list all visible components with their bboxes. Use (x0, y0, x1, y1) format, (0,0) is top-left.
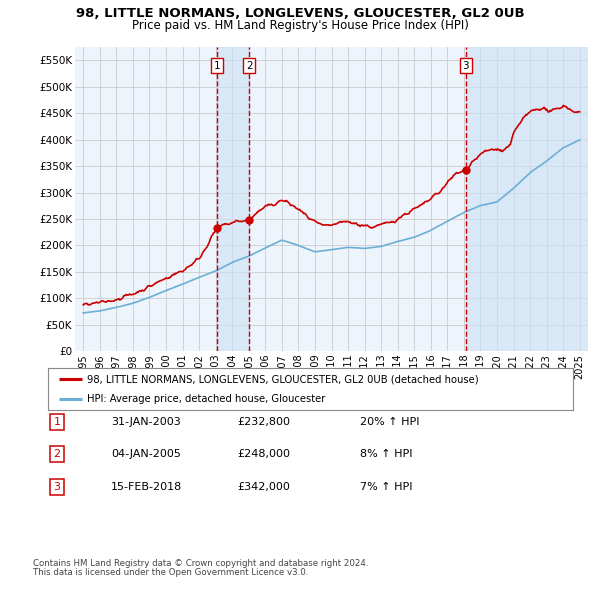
Text: Price paid vs. HM Land Registry's House Price Index (HPI): Price paid vs. HM Land Registry's House … (131, 19, 469, 32)
Text: £248,000: £248,000 (237, 450, 290, 459)
Text: 8% ↑ HPI: 8% ↑ HPI (360, 450, 413, 459)
Text: 1: 1 (214, 61, 220, 71)
Text: 31-JAN-2003: 31-JAN-2003 (111, 417, 181, 427)
Text: 20% ↑ HPI: 20% ↑ HPI (360, 417, 419, 427)
Text: 3: 3 (53, 482, 61, 491)
Text: 2: 2 (53, 450, 61, 459)
Text: 98, LITTLE NORMANS, LONGLEVENS, GLOUCESTER, GL2 0UB: 98, LITTLE NORMANS, LONGLEVENS, GLOUCEST… (76, 7, 524, 20)
Text: 98, LITTLE NORMANS, LONGLEVENS, GLOUCESTER, GL2 0UB (detached house): 98, LITTLE NORMANS, LONGLEVENS, GLOUCEST… (88, 375, 479, 385)
Bar (466, 47, 588, 351)
Text: 7% ↑ HPI: 7% ↑ HPI (360, 482, 413, 491)
Text: This data is licensed under the Open Government Licence v3.0.: This data is licensed under the Open Gov… (33, 568, 308, 577)
Text: 1: 1 (53, 417, 61, 427)
Text: £342,000: £342,000 (237, 482, 290, 491)
Text: 15-FEB-2018: 15-FEB-2018 (111, 482, 182, 491)
Text: Contains HM Land Registry data © Crown copyright and database right 2024.: Contains HM Land Registry data © Crown c… (33, 559, 368, 568)
Text: £232,800: £232,800 (237, 417, 290, 427)
Text: HPI: Average price, detached house, Gloucester: HPI: Average price, detached house, Glou… (88, 395, 326, 404)
Text: 2: 2 (246, 61, 253, 71)
Text: 3: 3 (463, 61, 469, 71)
Bar (217, 47, 249, 351)
Text: 04-JAN-2005: 04-JAN-2005 (111, 450, 181, 459)
